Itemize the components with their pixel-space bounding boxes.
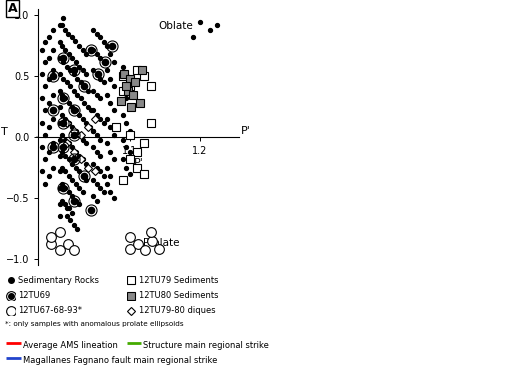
Text: Oblate: Oblate: [158, 21, 193, 32]
Text: 12TU79-80 diques: 12TU79-80 diques: [139, 306, 215, 315]
Text: *: only samples with anomalous prolate ellipsoids: *: only samples with anomalous prolate e…: [5, 321, 184, 327]
Text: 12TU69: 12TU69: [18, 291, 50, 300]
Text: 12TU79 Sediments: 12TU79 Sediments: [139, 276, 218, 285]
X-axis label: P': P': [133, 158, 144, 168]
Text: Magallanes Fagnano fault main regional strike: Magallanes Fagnano fault main regional s…: [23, 356, 217, 365]
Text: Sedimentary Rocks: Sedimentary Rocks: [18, 276, 99, 285]
Text: 12TU80 Sediments: 12TU80 Sediments: [139, 291, 218, 300]
Text: Average AMS lineation: Average AMS lineation: [23, 341, 117, 350]
Text: Structure main regional strike: Structure main regional strike: [143, 341, 269, 350]
Text: A: A: [8, 2, 17, 15]
Text: 12TU67-68-93*: 12TU67-68-93*: [18, 306, 82, 315]
Y-axis label: T: T: [1, 127, 8, 137]
Text: Prolate: Prolate: [143, 238, 180, 248]
Text: P': P': [241, 126, 250, 136]
